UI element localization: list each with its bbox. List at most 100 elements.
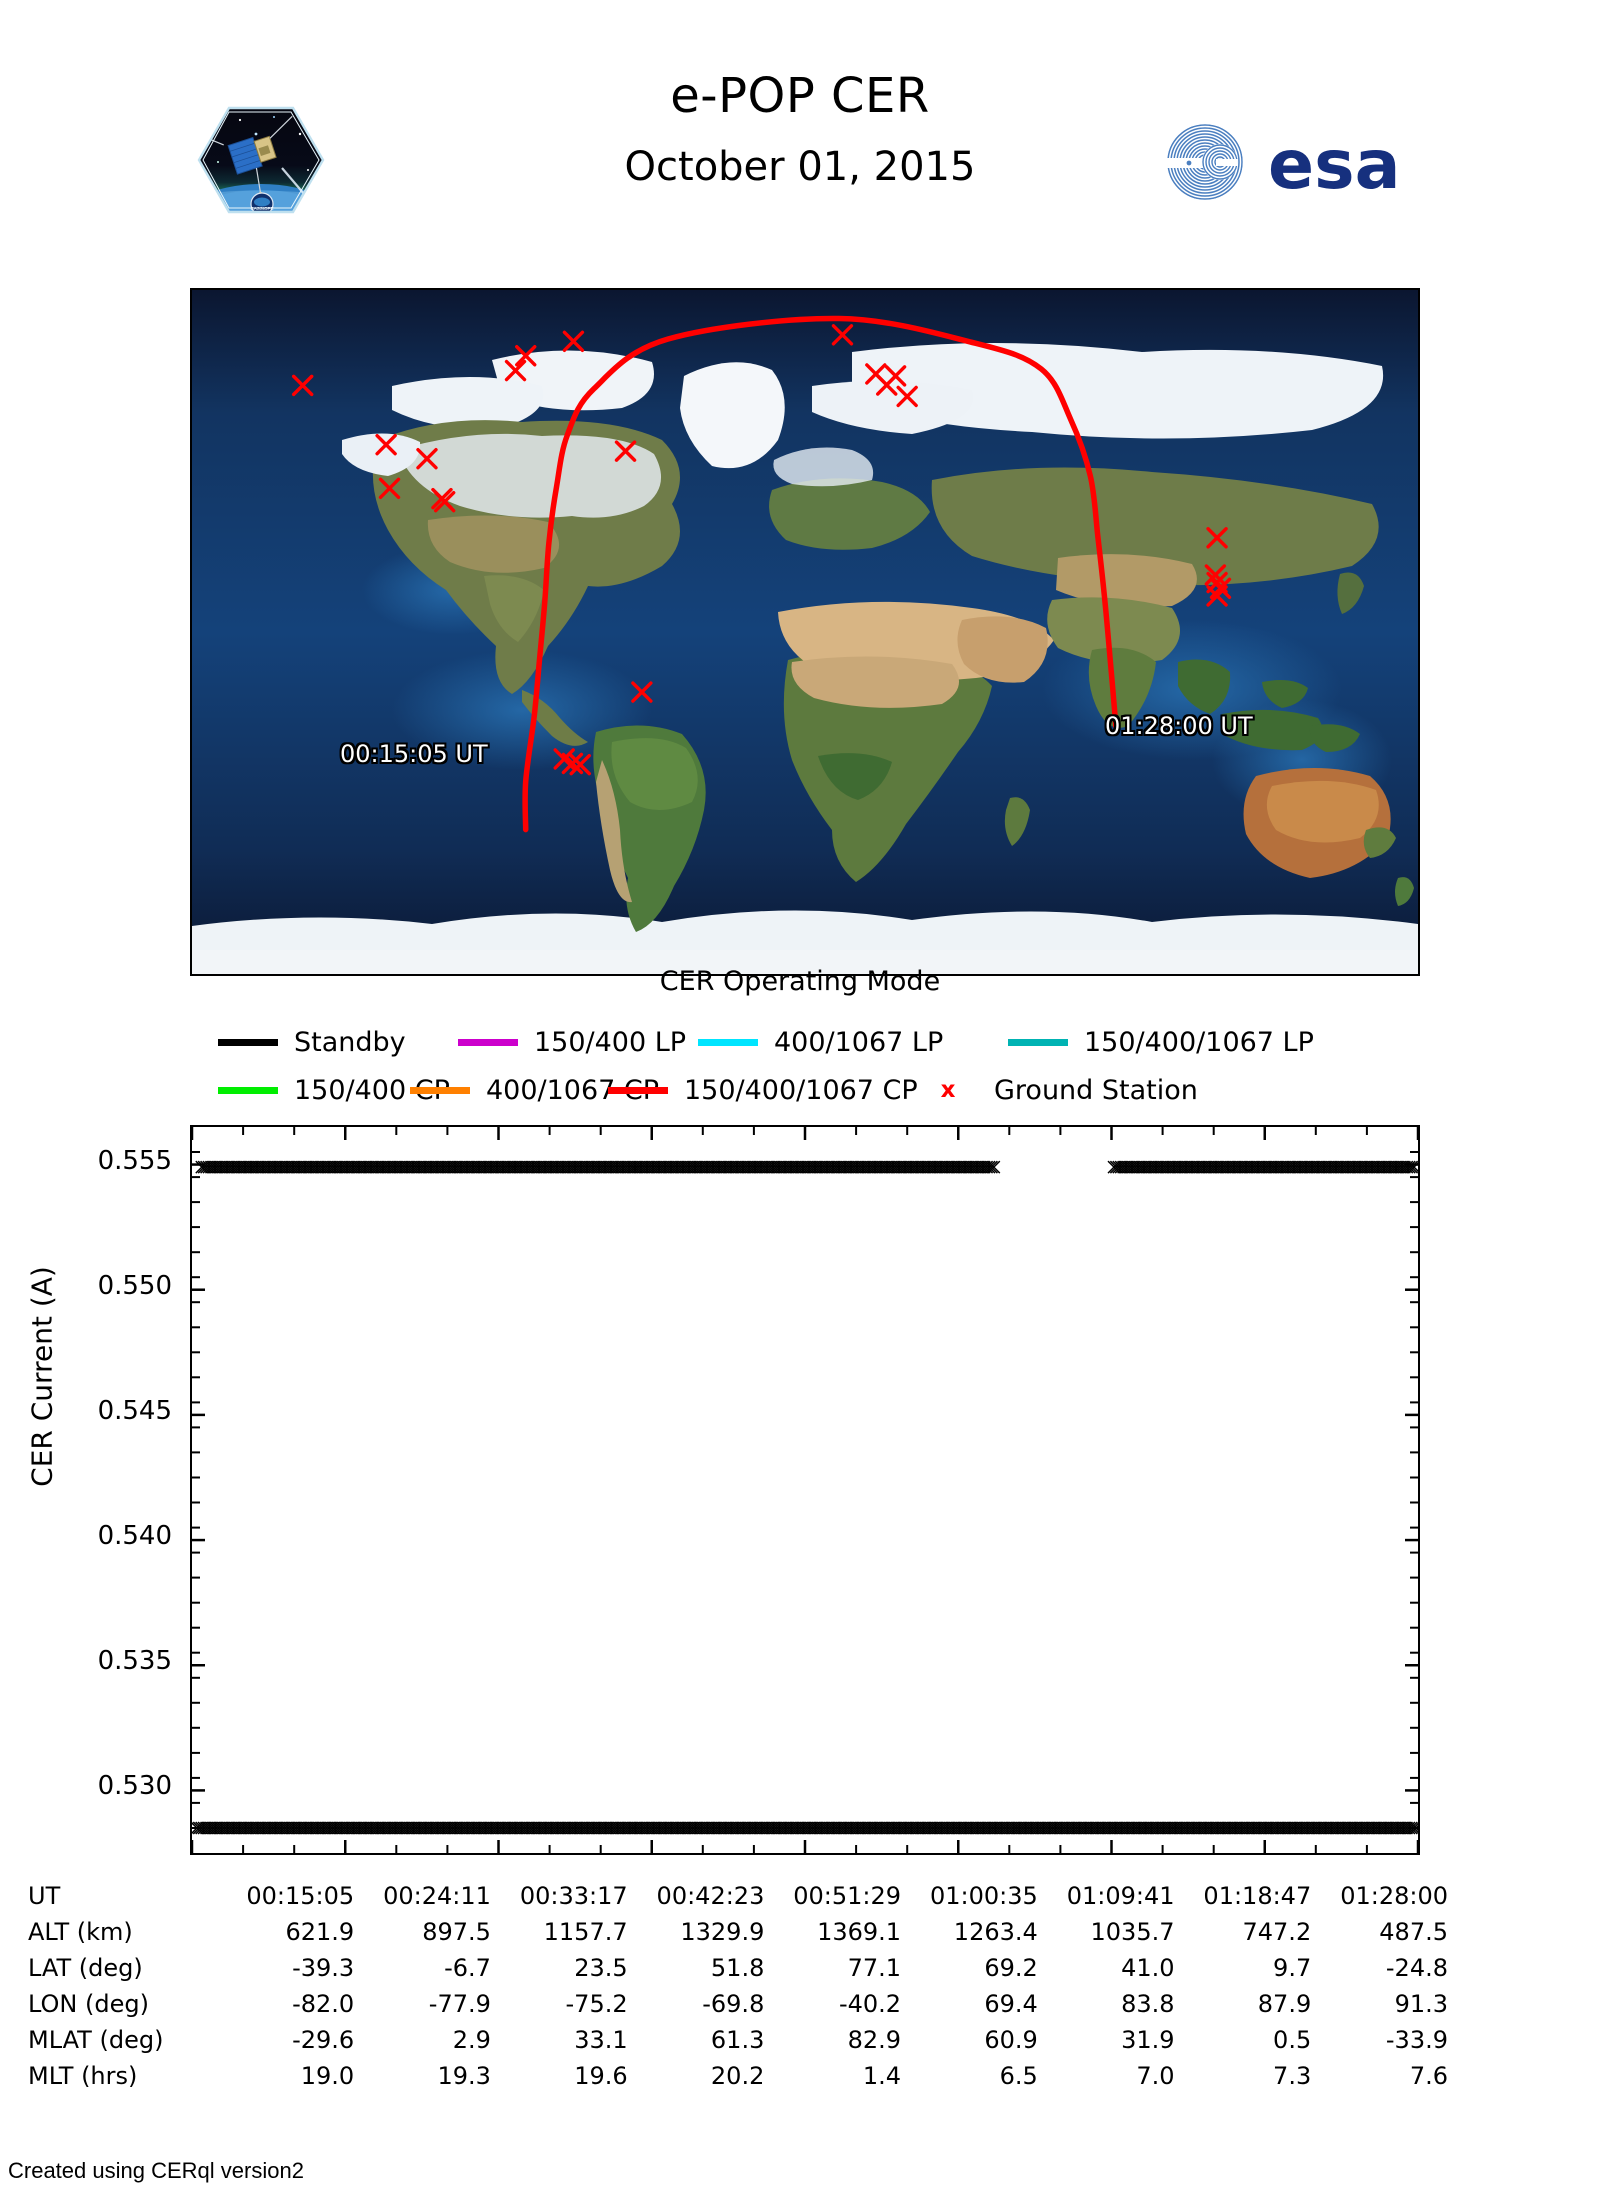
title-block: e-POP CER October 01, 2015 xyxy=(400,70,1200,189)
table-cell: 19.0 xyxy=(300,2062,355,2090)
table-row: MLAT (deg) -29.6 2.9 33.1 61.3 82.9 60.9 31.9 0.… xyxy=(28,2022,1448,2058)
table-cell: -33.9 xyxy=(1385,2026,1448,2054)
table-cell: 487.5 xyxy=(1379,1918,1448,1946)
table-cell: 1369.1 xyxy=(817,1918,902,1946)
table-cell: 60.9 xyxy=(984,2026,1038,2054)
legend-item-400-1067-lp[interactable]: 400/1067 LP xyxy=(698,1027,943,1058)
ground-track-map xyxy=(190,288,1420,976)
table-cell: 19.3 xyxy=(437,2062,491,2090)
table-cell: 82.9 xyxy=(847,2026,902,2054)
table-cell: 41.0 xyxy=(1121,1954,1175,1982)
table-cell: 00:51:29 xyxy=(793,1882,902,1910)
ground-station-x-icon xyxy=(416,448,438,470)
y-tick-label: 0.545 xyxy=(97,1395,172,1426)
y-tick-label: 0.540 xyxy=(97,1521,172,1552)
table-cell: 20.2 xyxy=(710,2062,765,2090)
legend-item-150-400-lp[interactable]: 150/400 LP xyxy=(458,1027,686,1058)
ground-station-x-icon xyxy=(896,385,918,408)
table-cell: 69.4 xyxy=(984,1990,1038,2018)
table-cell: -29.6 xyxy=(292,2026,355,2054)
plot-canvas xyxy=(192,1127,1418,1853)
page-date: October 01, 2015 xyxy=(624,143,976,190)
legend-color-swatch xyxy=(458,1038,518,1046)
satellite-ground-track xyxy=(522,315,1119,833)
y-tick-label: 0.535 xyxy=(97,1646,172,1677)
ground-station-x-icon xyxy=(631,681,653,703)
table-cell: -40.2 xyxy=(838,1990,902,2018)
map-start-time-label: 00:15:05 UT xyxy=(340,740,488,768)
legend-item-label: 150/400 LP xyxy=(534,1026,687,1058)
ground-station-markers xyxy=(291,324,1232,776)
table-row: ALT (km) 621.9 897.5 1157.7 1329.9 1369.1 1263… xyxy=(28,1914,1448,1950)
legend-color-swatch xyxy=(218,1086,278,1094)
page-title: e-POP CER xyxy=(670,68,930,124)
legend-item-150-400-cp[interactable]: 150/400 CP xyxy=(218,1075,450,1106)
table-cell: 01:28:00 xyxy=(1340,1882,1448,1910)
world-map-canvas xyxy=(192,290,1418,974)
table-cell: 01:18:47 xyxy=(1203,1882,1312,1910)
legend-item-label: Standby xyxy=(294,1026,406,1058)
legend-item-label: 400/1067 LP xyxy=(774,1026,944,1058)
esa-logo: esa xyxy=(1160,118,1450,205)
legend-item-standby[interactable]: Standby xyxy=(218,1027,406,1058)
table-cell: 1329.9 xyxy=(680,1918,765,1946)
legend-item-label: 150/400/1067 CP xyxy=(684,1074,918,1106)
table-cell: 87.9 xyxy=(1257,1990,1312,2018)
table-cell: 33.1 xyxy=(574,2026,628,2054)
table-cell: 01:00:35 xyxy=(929,1882,1038,1910)
table-cell: 83.8 xyxy=(1121,1990,1175,2018)
legend-row: Standby 150/400 LP 400/1067 LP 150/400/1067… xyxy=(218,1018,1418,1066)
y-tick-label: 0.555 xyxy=(97,1145,172,1176)
table-cell: 1157.7 xyxy=(543,1918,628,1946)
esa-wordmark: esa xyxy=(1268,126,1400,204)
ground-station-x-icon xyxy=(831,324,854,346)
table-cell: 0.5 xyxy=(1273,2026,1312,2054)
legend-item-ground-station[interactable]: x Ground Station xyxy=(918,1075,1198,1106)
table-cell: 01:09:41 xyxy=(1066,1882,1175,1910)
ground-station-x-icon xyxy=(504,359,527,382)
legend-color-swatch xyxy=(698,1038,758,1046)
y-tick-label: 0.530 xyxy=(97,1771,172,1802)
table-cell: -77.9 xyxy=(428,1990,491,2018)
table-cell: 00:42:23 xyxy=(656,1882,765,1910)
table-cell: -75.2 xyxy=(565,1990,628,2018)
table-cell: 51.8 xyxy=(710,1954,765,1982)
table-cell: -24.8 xyxy=(1385,1954,1448,1982)
table-cell: 23.5 xyxy=(574,1954,628,1982)
table-cell: -6.7 xyxy=(444,1954,491,1982)
legend-color-swatch xyxy=(218,1038,278,1046)
ground-station-x-icon xyxy=(291,374,314,397)
legend-color-swatch xyxy=(410,1086,470,1094)
table-row: UT 00:15:05 00:24:11 00:33:17 00:42:23 00:51:… xyxy=(28,1878,1448,1914)
legend-row: 150/400 CP 400/1067 CP 150/400/1067 CP x Gro… xyxy=(218,1066,1418,1114)
table-cell: 77.1 xyxy=(847,1954,902,1982)
y-axis-tick-labels: 0.555 0.550 0.545 0.540 0.535 0.530 xyxy=(32,1125,172,1855)
table-row-label: MLT (hrs) xyxy=(28,2062,138,2090)
legend-item-150-400-1067-cp[interactable]: 150/400/1067 CP xyxy=(608,1075,918,1106)
map-end-time-label: 01:28:00 UT xyxy=(1105,712,1253,740)
table-row: LAT (deg) -39.3 -6.7 23.5 51.8 77.1 69.2 41.0 9.… xyxy=(28,1950,1448,1986)
ground-station-x-icon xyxy=(1206,585,1228,607)
ground-station-x-icon xyxy=(375,433,397,456)
table-cell: 7.6 xyxy=(1409,2062,1448,2090)
ground-station-x-icon xyxy=(1204,564,1227,586)
cassiope-mission-patch: CASSIOPE xyxy=(196,104,326,216)
ground-station-x-icon xyxy=(876,374,898,396)
table-row-label: UT xyxy=(28,1882,61,1910)
ground-station-x-icon xyxy=(562,330,585,352)
table-row-label: LON (deg) xyxy=(28,1990,149,2018)
table-cell: 61.3 xyxy=(710,2026,765,2054)
table-cell: 00:33:17 xyxy=(519,1882,628,1910)
table-cell: 9.7 xyxy=(1273,1954,1312,1982)
table-cell: -82.0 xyxy=(292,1990,355,2018)
legend-item-150-400-1067-lp[interactable]: 150/400/1067 LP xyxy=(1008,1027,1314,1058)
table-row: LON (deg) -82.0 -77.9 -75.2 -69.8 -40.2 69.4 83… xyxy=(28,1986,1448,2022)
table-cell: 1.4 xyxy=(862,2062,902,2090)
cer-current-plot xyxy=(190,1125,1420,1855)
table-row-label: MLAT (deg) xyxy=(28,2026,164,2054)
ground-station-x-icon: x xyxy=(940,1076,956,1103)
legend-item-label: Ground Station xyxy=(994,1074,1198,1106)
legend-color-swatch xyxy=(608,1086,668,1094)
table-cell: 2.9 xyxy=(452,2026,491,2054)
table-row-label: ALT (km) xyxy=(28,1918,133,1946)
